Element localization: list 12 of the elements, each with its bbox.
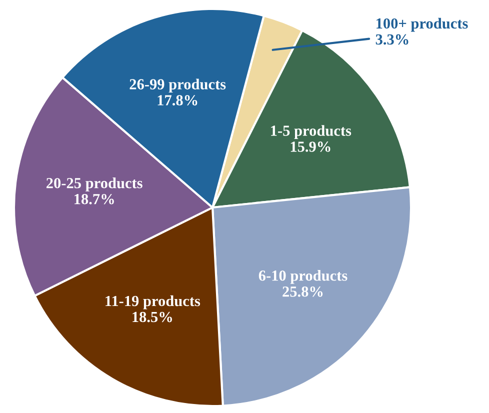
slice-label: 11-19 products <box>106 295 200 310</box>
data-label: 18.5% <box>132 312 172 322</box>
data-label: 18.7% <box>74 194 114 204</box>
data-label: 25.8% <box>282 286 323 297</box>
slice-label: 26-99 products <box>130 78 226 93</box>
slice-label: 1-5 products <box>271 125 352 139</box>
data-label: 15.9% <box>290 142 330 152</box>
slice-label: 100+ products <box>376 18 468 32</box>
slice-label: 20-25 products <box>46 178 142 192</box>
data-label: 3.3% <box>376 34 408 45</box>
data-label: 17.8% <box>158 95 198 106</box>
slice-label: 6-10 products <box>258 270 348 284</box>
